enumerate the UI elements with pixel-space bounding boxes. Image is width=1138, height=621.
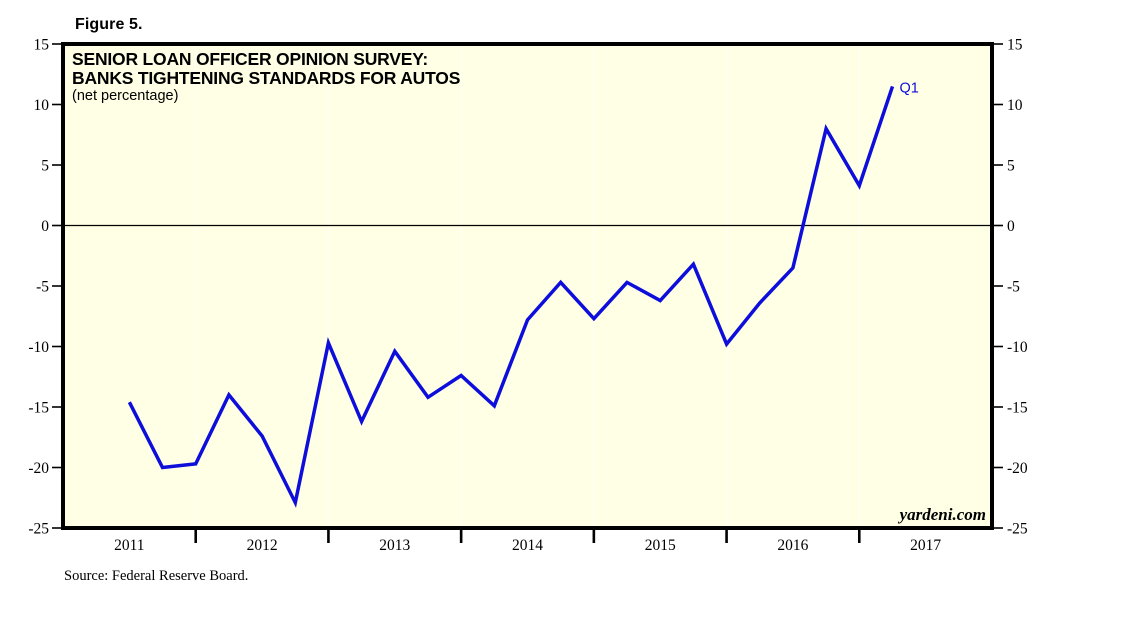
y-axis: 15 15 10 10 5 5 0 0 -5 -5 -10 -10 -15 -15 -20 -20 -25 -25 xyxy=(28,37,1028,538)
y-tick-label-right: -25 xyxy=(1007,521,1028,538)
y-tick-label-right: -5 xyxy=(1007,279,1020,296)
figure-label: Figure 5. xyxy=(75,16,143,33)
x-tick-label: 2012 xyxy=(247,537,278,554)
y-tick-label-right: 0 xyxy=(1007,218,1015,235)
y-tick-label-left: -10 xyxy=(28,339,49,356)
chart-title-line1: SENIOR LOAN OFFICER OPINION SURVEY: xyxy=(72,49,428,69)
x-tick-label: 2015 xyxy=(645,537,676,554)
y-tick-label-right: -15 xyxy=(1007,400,1028,417)
plot-background xyxy=(63,44,992,528)
x-tick-label: 2014 xyxy=(512,537,543,554)
y-tick-label-left: 0 xyxy=(41,218,49,235)
plot-frame xyxy=(61,42,994,530)
y-tick-label-right: 5 xyxy=(1007,158,1015,175)
y-tick-label-left: 5 xyxy=(41,158,49,175)
watermark-yardeni: yardeni.com xyxy=(899,505,986,524)
y-tick-label-right: -10 xyxy=(1007,339,1028,356)
chart-subtitle: (net percentage) xyxy=(72,88,179,104)
y-tick-label-right: 15 xyxy=(1007,37,1023,54)
y-tick-label-left: -15 xyxy=(28,400,49,417)
y-tick-label-left: -25 xyxy=(28,521,49,538)
x-tick-label: 2016 xyxy=(777,537,808,554)
x-tick-label: 2013 xyxy=(379,537,410,554)
y-tick-label-right: 10 xyxy=(1007,97,1023,114)
data-line xyxy=(127,85,895,508)
x-tick-label: 2017 xyxy=(910,537,941,554)
y-tick-label-left: 10 xyxy=(34,97,50,114)
year-gridlines xyxy=(194,46,861,526)
x-axis: 2011 2012 2013 2014 2015 2016 2017 xyxy=(114,530,941,554)
y-tick-label-left: -5 xyxy=(36,279,49,296)
y-tick-label-left: -20 xyxy=(28,460,49,477)
y-tick-label-left: 15 xyxy=(34,37,50,54)
y-tick-label-right: -20 xyxy=(1007,460,1028,477)
chart-title-line2: BANKS TIGHTENING STANDARDS FOR AUTOS xyxy=(72,68,461,88)
source-note: Source: Federal Reserve Board. xyxy=(64,568,249,584)
x-tick-label: 2011 xyxy=(114,537,144,554)
last-point-label: Q1 xyxy=(899,80,918,96)
chart-title-block: SENIOR LOAN OFFICER OPINION SURVEY: BANK… xyxy=(72,49,461,105)
